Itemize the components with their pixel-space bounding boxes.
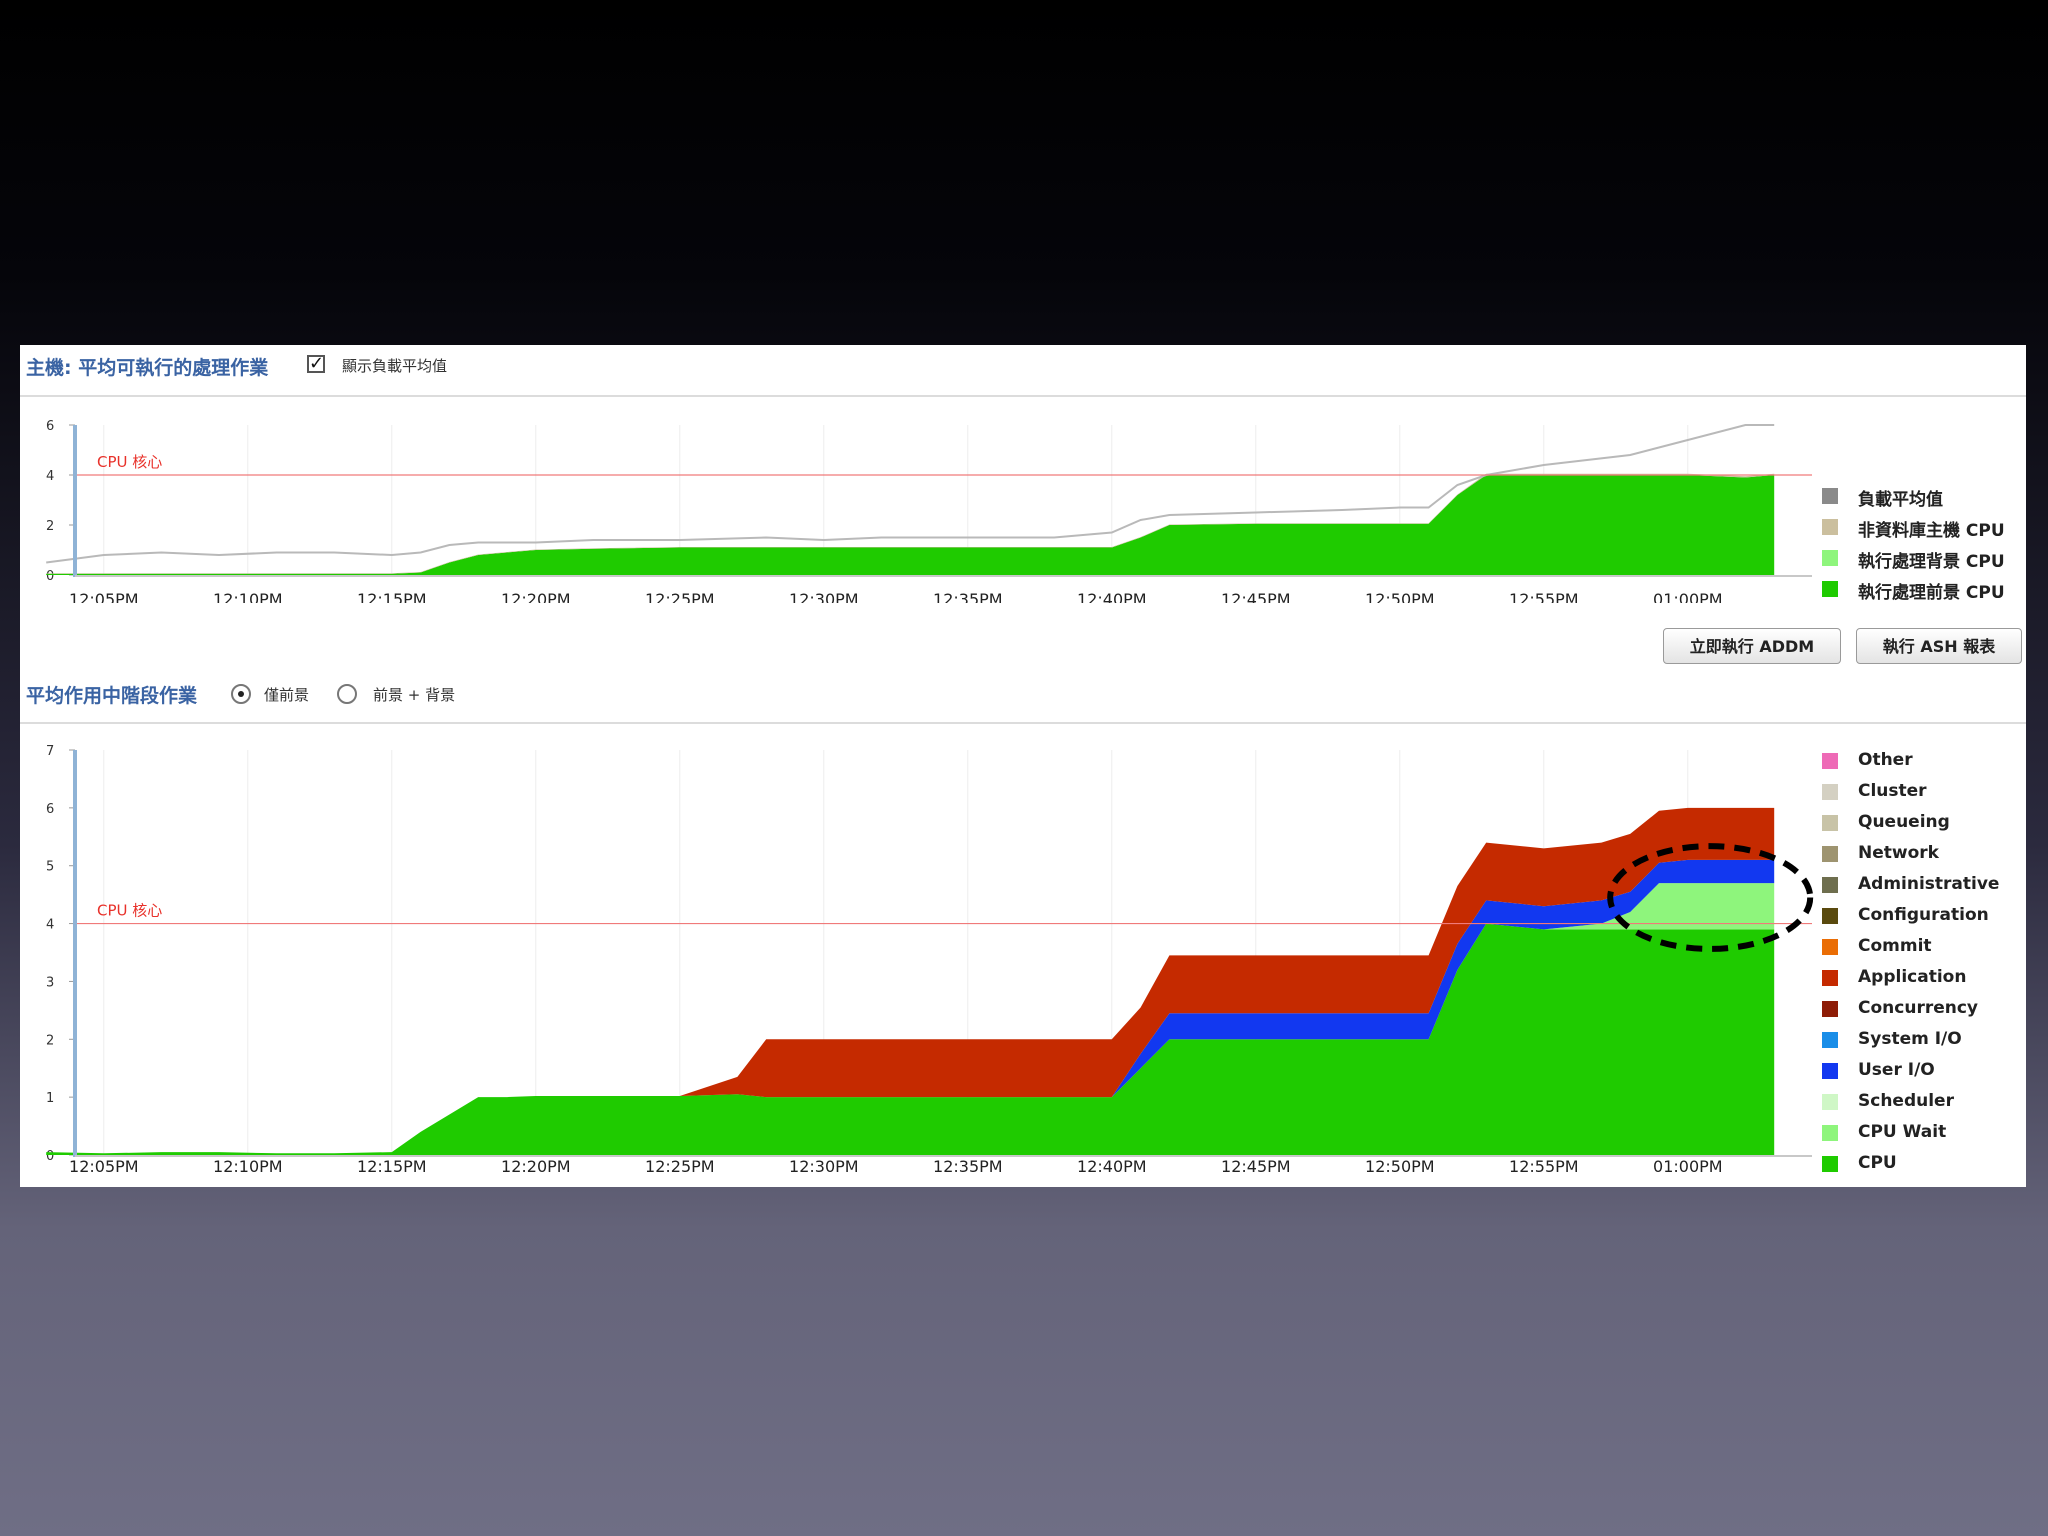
sessions-xtick-label-8: 12:45PM: [1221, 1157, 1291, 1175]
host-xtick-label-1: 12:10PM: [213, 590, 283, 603]
sessions-ytick-label-3: 3: [46, 975, 54, 990]
sessions-legend-swatch: [1822, 970, 1838, 986]
sessions-legend-label: Administrative: [1858, 874, 2000, 894]
monitoring-panel: 主機: 平均可執行的處理作業 ✓ 顯示負載平均值 0 2 4 6 CPU 核心 12:05…: [20, 345, 2026, 1187]
sessions-legend-swatch: [1822, 908, 1838, 924]
sessions-ytick-label-7: 7: [46, 744, 54, 759]
host-xtick-label-6: 12:35PM: [933, 590, 1003, 603]
sessions-legend-swatch: [1822, 1094, 1838, 1110]
host-ytick-label-1: 2: [46, 519, 54, 534]
host-ytick-label-3: 6: [46, 419, 54, 434]
host-xtick-label-2: 12:15PM: [357, 590, 427, 603]
host-series-執行處理前景-cpu: [46, 475, 1775, 575]
foreground-only-label: 僅前景: [264, 686, 310, 704]
host-legend-swatch: [1822, 488, 1838, 504]
host-cpu-cores-label: CPU 核心: [97, 453, 162, 471]
sessions-xtick-label-0: 12:05PM: [69, 1157, 139, 1175]
host-series-非資料庫主機-cpu: [46, 473, 1775, 574]
top-divider: [20, 395, 2026, 397]
host-load-average-line: [46, 424, 1775, 564]
host-xtick-label-4: 12:25PM: [645, 590, 715, 603]
active-sessions-section-title: 平均作用中階段作業: [26, 685, 198, 707]
sessions-series-cpu: [46, 923, 1775, 1155]
foreground-background-label: 前景 + 背景: [373, 686, 456, 704]
host-ytick-label-2: 4: [46, 469, 54, 484]
sessions-series-application: [46, 807, 1775, 1154]
sessions-legend-swatch: [1822, 1156, 1838, 1172]
sessions-legend-swatch: [1822, 846, 1838, 862]
foreground-only-radio[interactable]: [231, 684, 251, 704]
host-legend-swatch: [1822, 581, 1838, 597]
host-xtick-label-0: 12:05PM: [69, 590, 139, 603]
run-ash-report-button[interactable]: 執行 ASH 報表: [1856, 628, 2022, 664]
sessions-legend-swatch: [1822, 753, 1838, 769]
host-xtick-label-10: 12:55PM: [1509, 590, 1579, 603]
sessions-legend-label: Cluster: [1858, 781, 1927, 801]
sessions-legend-label: User I/O: [1858, 1060, 1935, 1080]
sessions-legend-swatch: [1822, 1001, 1838, 1017]
sessions-xtick-label-9: 12:50PM: [1365, 1157, 1435, 1175]
foreground-background-radio[interactable]: [337, 684, 357, 704]
sessions-legend-swatch: [1822, 877, 1838, 893]
host-xtick-label-7: 12:40PM: [1077, 590, 1147, 603]
sessions-xtick-label-1: 12:10PM: [213, 1157, 283, 1175]
show-load-average-checkbox[interactable]: ✓: [307, 353, 325, 374]
sessions-ytick-label-1: 1: [46, 1091, 54, 1106]
host-xtick-label-11: 01:00PM: [1653, 590, 1723, 603]
host-xtick-label-8: 12:45PM: [1221, 590, 1291, 603]
sessions-xtick-label-4: 12:25PM: [645, 1157, 715, 1175]
sessions-xtick-label-7: 12:40PM: [1077, 1157, 1147, 1175]
sessions-legend-label: Application: [1858, 967, 1967, 987]
sessions-legend-swatch: [1822, 815, 1838, 831]
sessions-xtick-label-2: 12:15PM: [357, 1157, 427, 1175]
sessions-ytick-label-2: 2: [46, 1033, 54, 1048]
sessions-xtick-label-6: 12:35PM: [933, 1157, 1003, 1175]
sessions-ytick-label-4: 4: [46, 918, 54, 933]
host-ytick-label-0: 0: [46, 569, 54, 584]
average-active-sessions-chart: 0 1 2 3 4 5 6 7 CPU 核心 12:05PM 12:10PM 12:15PM 12:20…: [46, 744, 1814, 1175]
host-xtick-label-3: 12:20PM: [501, 590, 571, 603]
host-xtick-label-5: 12:30PM: [789, 590, 859, 603]
sessions-legend-swatch: [1822, 939, 1838, 955]
sessions-legend-label: Queueing: [1858, 812, 1950, 832]
bottom-divider: [20, 722, 2026, 724]
sessions-legend-label: Configuration: [1858, 905, 1989, 925]
sessions-legend-label: Concurrency: [1858, 998, 1978, 1018]
host-xtick-label-9: 12:50PM: [1365, 590, 1435, 603]
host-section-title: 主機: 平均可執行的處理作業: [26, 357, 269, 379]
sessions-xtick-label-11: 01:00PM: [1653, 1157, 1723, 1175]
host-legend-label: 執行處理前景 CPU: [1858, 583, 2005, 603]
sessions-legend-swatch: [1822, 784, 1838, 800]
sessions-legend-label: CPU Wait: [1858, 1122, 1947, 1142]
sessions-legend-label: Other: [1858, 750, 1913, 770]
sessions-ytick-label-6: 6: [46, 802, 54, 817]
host-legend-swatch: [1822, 519, 1838, 535]
sessions-legend-label: System I/O: [1858, 1029, 1962, 1049]
host-runnable-processes-chart: 0 2 4 6 CPU 核心 12:05PM 12:10PM 12:15PM 12:20PM 12…: [46, 419, 1812, 603]
sessions-legend-label: Commit: [1858, 936, 1932, 956]
sessions-xtick-label-10: 12:55PM: [1509, 1157, 1579, 1175]
sessions-legend-swatch: [1822, 1032, 1838, 1048]
sessions-legend-swatch: [1822, 1125, 1838, 1141]
host-legend-label: 負載平均值: [1858, 490, 1943, 510]
sessions-ytick-label-0: 0: [46, 1149, 54, 1164]
sessions-legend-label: Network: [1858, 843, 1939, 863]
show-load-average-label: 顯示負載平均值: [342, 357, 448, 375]
sessions-legend-label: Scheduler: [1858, 1091, 1954, 1111]
sessions-cpu-cores-label: CPU 核心: [97, 902, 162, 920]
sessions-xtick-label-5: 12:30PM: [789, 1157, 859, 1175]
sessions-xtick-label-3: 12:20PM: [501, 1157, 571, 1175]
host-legend-swatch: [1822, 550, 1838, 566]
run-addm-button[interactable]: 立即執行 ADDM: [1663, 628, 1841, 664]
host-legend-label: 非資料庫主機 CPU: [1858, 521, 2005, 541]
sessions-legend-label: CPU: [1858, 1153, 1897, 1173]
sessions-ytick-label-5: 5: [46, 860, 54, 875]
host-legend-label: 執行處理背景 CPU: [1858, 552, 2005, 572]
sessions-legend-swatch: [1822, 1063, 1838, 1079]
